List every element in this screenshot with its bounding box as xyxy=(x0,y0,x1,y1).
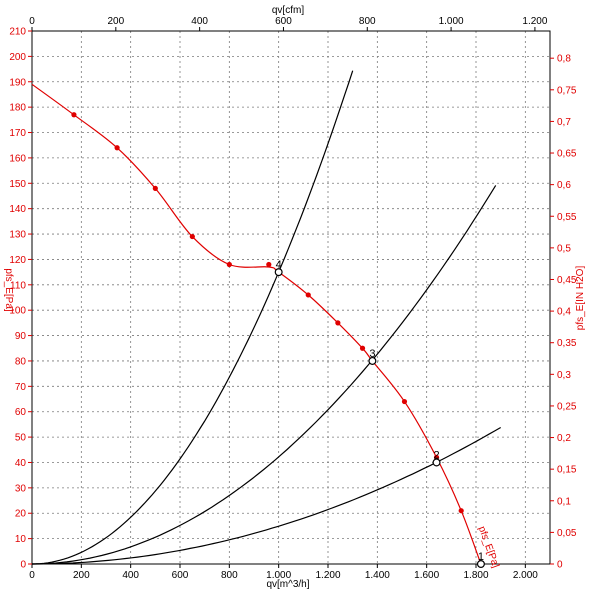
y-left-tick-label: 150 xyxy=(9,179,26,190)
fan-curve-marker xyxy=(458,508,464,514)
fan-curve-marker xyxy=(305,292,311,298)
fan-curve-marker xyxy=(71,112,77,118)
y-right-tick-label: 0 xyxy=(557,560,563,571)
y-right-tick-label: 0,45 xyxy=(557,275,577,286)
y-right-tick-label: 0,65 xyxy=(557,149,577,160)
right-axis-title: pfs_E[IN H2O] xyxy=(575,266,586,331)
y-left-tick-label: 0 xyxy=(20,560,26,571)
y-left-tick-label: 70 xyxy=(15,382,27,393)
x-bottom-tick-label: 0 xyxy=(29,570,35,581)
y-right-tick-label: 0,6 xyxy=(557,180,571,191)
y-left-tick-label: 170 xyxy=(9,128,26,139)
series-layer: 1 2 3 4 xyxy=(31,70,501,568)
x-bottom-tick-label: 1.400 xyxy=(365,570,390,581)
y-left-tick-label: 110 xyxy=(10,280,26,291)
y-left-tick-label: 40 xyxy=(15,458,27,469)
x-top-tick-label: 1.000 xyxy=(439,16,464,27)
y-right-tick-label: 0,75 xyxy=(557,85,577,96)
y-right-tick-label: 0,2 xyxy=(557,433,571,444)
x-bottom-tick-label: 1.800 xyxy=(463,570,488,581)
y-left-tick-label: 140 xyxy=(9,204,26,215)
fan-curve-marker xyxy=(226,261,232,268)
y-right-tick-label: 0,7 xyxy=(557,117,571,128)
fan-curve-marker xyxy=(335,320,341,326)
x-bottom-tick-label: 600 xyxy=(172,570,189,581)
x-bottom-tick-label: 1.600 xyxy=(414,570,439,581)
y-left-tick-label: 80 xyxy=(15,356,27,367)
y-left-tick-label: 30 xyxy=(15,483,27,494)
y-left-tick-label: 120 xyxy=(9,255,26,266)
y-left-tick-label: 210 xyxy=(9,27,26,38)
operating-point-label: 4 xyxy=(276,259,282,271)
x-bottom-tick-label: 1.200 xyxy=(315,570,340,581)
grid xyxy=(32,31,550,564)
operating-point-label: 2 xyxy=(434,449,440,461)
y-left-tick-label: 20 xyxy=(15,509,27,520)
tick-layer: 0 200 400 600 800 1.000 1.200 1.400 1.600 1.800 2.… xyxy=(9,16,577,581)
plot-frame xyxy=(31,30,551,565)
x-top-tick-label: 600 xyxy=(275,16,292,27)
y-left-tick-label: 180 xyxy=(9,103,26,114)
fan-curve xyxy=(31,83,482,565)
y-left-tick-label: 200 xyxy=(9,52,26,63)
fan-curve-marker xyxy=(152,185,158,191)
y-left-tick-label: 10 xyxy=(15,534,27,545)
left-axis-title: pfs_E[Pa] xyxy=(3,268,14,312)
operating-point xyxy=(432,458,441,467)
y-left-tick-label: 60 xyxy=(15,407,27,418)
x-top-tick-label: 800 xyxy=(359,16,376,27)
x-bottom-tick-label: 2.000 xyxy=(513,570,538,581)
top-axis-title: qv[cfm] xyxy=(272,5,304,16)
y-left-tick-label: 90 xyxy=(15,331,27,342)
fan-curve-marker xyxy=(266,261,272,268)
x-top-tick-label: 0 xyxy=(29,16,35,27)
y-left-tick-label: 100 xyxy=(9,306,26,317)
x-bottom-tick-label: 1.000 xyxy=(266,570,291,581)
y-right-tick-label: 0,3 xyxy=(557,370,571,381)
fan-curve-marker xyxy=(359,345,366,351)
y-right-tick-label: 0,55 xyxy=(557,212,577,223)
operating-point-label: 3 xyxy=(369,348,375,360)
system-curve xyxy=(32,426,501,565)
y-right-tick-label: 0,5 xyxy=(557,243,571,254)
y-left-tick-label: 190 xyxy=(9,77,26,88)
fan-curve-marker xyxy=(401,398,408,405)
x-top-tick-label: 400 xyxy=(191,16,208,27)
fan-curve-marker xyxy=(189,233,195,240)
x-bottom-tick-label: 800 xyxy=(221,570,238,581)
y-left-tick-label: 160 xyxy=(9,153,26,164)
operating-point xyxy=(274,268,283,277)
y-right-tick-label: 0,8 xyxy=(557,54,571,65)
x-bottom-tick-label: 200 xyxy=(73,570,90,581)
fan-curve-marker xyxy=(114,145,120,151)
x-top-tick-label: 200 xyxy=(107,16,124,27)
y-right-tick-label: 0,25 xyxy=(557,401,577,412)
y-right-tick-label: 0,15 xyxy=(557,465,577,476)
y-right-tick-label: 0,1 xyxy=(557,496,571,507)
y-right-tick-label: 0,35 xyxy=(557,338,577,349)
system-curve xyxy=(31,185,497,565)
y-left-tick-label: 50 xyxy=(15,433,27,444)
operating-point xyxy=(476,559,485,568)
y-right-tick-label: 0,05 xyxy=(557,528,577,539)
operating-point xyxy=(368,356,377,365)
x-bottom-tick-label: 400 xyxy=(122,570,139,581)
operating-point-label: 1 xyxy=(478,551,484,563)
x-top-tick-label: 1.200 xyxy=(522,16,547,27)
bottom-axis-title: qv[m^3/h] xyxy=(266,579,309,590)
system-curve xyxy=(31,70,354,565)
y-left-tick-label: 130 xyxy=(9,230,26,241)
y-right-tick-label: 0,4 xyxy=(557,307,571,318)
